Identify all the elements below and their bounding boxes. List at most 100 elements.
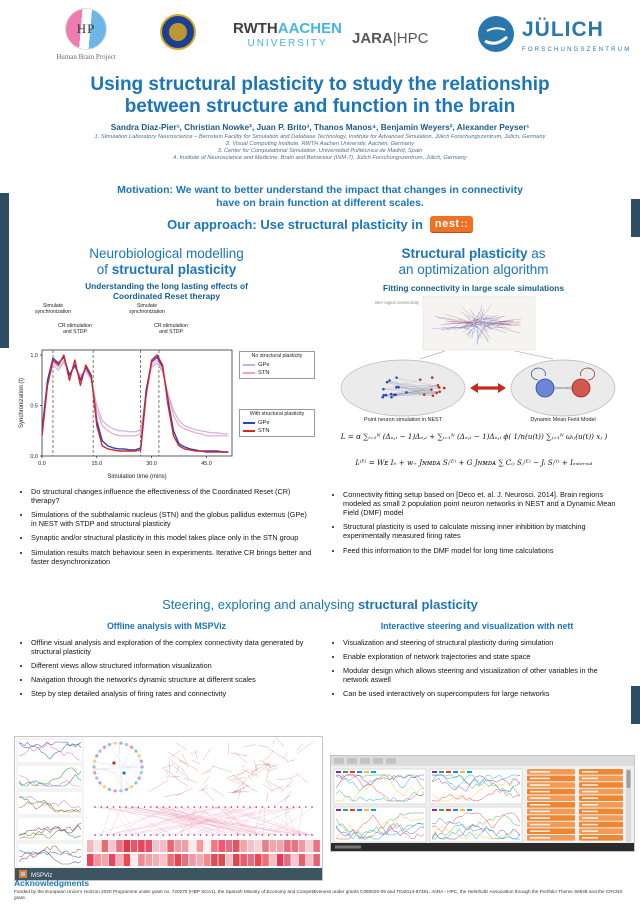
rwth-wordmark: RWTH — [233, 20, 278, 37]
svg-text:0.0: 0.0 — [38, 461, 46, 467]
nett-heading: Interactive steering and visualization w… — [380, 621, 574, 631]
right-accent-bar-bottom — [631, 686, 640, 724]
svg-text:30.0: 30.0 — [146, 461, 157, 467]
legend-row-stn: STN — [243, 370, 311, 376]
svg-text:Synchronization (t): Synchronization (t) — [19, 378, 25, 428]
poster-title-line1: Using structural plasticity to study the… — [90, 74, 550, 95]
legend-title: No structural plasticity — [251, 353, 303, 359]
nest-wordmark: nest — [434, 218, 460, 230]
mspviz-heading: Offline analysis with MSPViz — [106, 621, 227, 631]
left-column-heading: Neurobiological modelling of structural … — [15, 246, 318, 278]
chart-annotation-simulate-2: Simulate synchronization — [128, 303, 166, 315]
left-accent-bar — [0, 193, 9, 348]
mspviz-screenshot: MSPViz — [14, 735, 323, 881]
point-neuron-label: Point neuron simulation in NEST — [364, 417, 442, 423]
bullet-item: Structural plasticity is used to calcula… — [343, 522, 622, 540]
dti-caption: Inter region connectivity — [374, 300, 419, 305]
legend-line-gpe — [243, 363, 255, 366]
affiliation-2: 2. Visual Computing Institute, RWTH Aach… — [226, 141, 414, 147]
juelich-logo: JÜLICH FORSCHUNGSZENTRUM — [478, 14, 634, 64]
synchronization-plot: 0.0 0.5 1.0 0.0 15.0 30.0 45.0 Simulation time … — [19, 349, 233, 480]
affiliation-4: 4. Institute of Neuroscience and Medicin… — [173, 155, 467, 161]
bullet-item: Do structural changes influence the effe… — [31, 487, 312, 505]
mspviz-screenshot-graphic: MSPViz — [15, 735, 322, 880]
chart-legend-with-plasticity: With structural plasticity GPe STN — [239, 409, 315, 437]
legend-row-stn: STN — [243, 428, 311, 434]
nett-screenshot-graphic — [331, 756, 634, 851]
dmf-label: Dynamic Mean Field Model — [530, 417, 596, 423]
chart-annotation-cr-2: CR stimulation and STDP — [154, 323, 188, 335]
juelich-wordmark: JÜLICH — [522, 18, 604, 41]
fitting-figure: Inter region connectivity Point neuron s… — [325, 296, 635, 430]
hbp-logo: HP Human Brain Project — [38, 8, 134, 61]
right-heading-line1-bold: Structural plasticity — [401, 246, 528, 261]
left-heading-line2-normal: of — [96, 262, 112, 277]
section2-heading-normal: Steering, exploring and analysing — [162, 597, 358, 612]
legend-label-gpe: GPe — [258, 361, 270, 368]
acknowledgments-text: Funded by the European Union's Horizon 2… — [14, 889, 623, 900]
right-column-bullets: Connectivity fitting setup based on [Dec… — [332, 490, 622, 560]
upm-seal-inner — [169, 23, 187, 41]
bullet-item: Simulations of the subthalamic nucleus (… — [31, 510, 312, 528]
nest-colons: :: — [460, 218, 468, 230]
right-column-subheading: Fitting connectivity in large scale simu… — [382, 283, 565, 293]
bullet-item: Connectivity fitting setup based on [Dec… — [343, 490, 622, 517]
synchronization-chart: Simulate synchronization CR stimulation … — [15, 303, 318, 483]
chart-annotation-simulate-1: Simulate synchronization — [34, 303, 72, 315]
jara-hpc-logo: JARA|HPC — [352, 30, 428, 47]
equation-dmf-current: Iᵢ⁽ᴱ⁾ = Wᴇ I₀ + w₊ Jɴᴍᴅᴀ Sᵢ⁽ᴱ⁾ + G Jɴᴍᴅᴀ… — [355, 458, 593, 467]
legend-label-stn: STN — [258, 427, 270, 434]
section2-heading-bold: structural plasticity — [357, 597, 478, 612]
section2-heading: Steering, exploring and analysing struct… — [0, 597, 640, 612]
bullet-item: Offline visual analysis and exploration … — [31, 638, 312, 656]
right-accent-bar-top — [631, 199, 640, 237]
legend-title: With structural plasticity — [249, 411, 305, 417]
juelich-subtitle: FORSCHUNGSZENTRUM — [522, 47, 632, 53]
legend-label-gpe: GPe — [258, 419, 270, 426]
svg-text:Simulation time (mins): Simulation time (mins) — [107, 474, 166, 480]
legend-row-gpe: GPe — [243, 362, 311, 368]
svg-text:15.0: 15.0 — [91, 461, 102, 467]
svg-text:0.0: 0.0 — [30, 454, 38, 460]
right-column-heading: Structural plasticity as an optimization… — [322, 246, 625, 278]
equation-structural-plasticity: L = α ∑ᵢ₌₁ᴺ (Δₑ,ᵢ − 1)Δₑ,ᵢ + ∑ᵢ₌₁ᴺ (Δₑ,ᵢ… — [340, 432, 608, 441]
jara-separator: | — [392, 30, 397, 47]
approach-statement: Our approach: Use structural plasticity … — [0, 216, 640, 232]
rwth-logo-line1: RWTHAACHEN — [225, 20, 350, 37]
right-heading-line1: Structural plasticity as — [322, 246, 625, 262]
legend-label-stn: STN — [258, 369, 270, 376]
left-column-bullets: Do structural changes influence the effe… — [20, 487, 312, 571]
nett-bullets: Visualization and steering of structural… — [332, 638, 622, 704]
bullet-item: Modular design which allows steering and… — [343, 666, 622, 684]
acknowledgments-heading: Acknowledgments — [14, 878, 90, 888]
legend-line-stn — [243, 429, 255, 432]
motivation-line2: have on brain function at different scal… — [216, 197, 424, 209]
bullet-item: Step by step detailed analysis of firing… — [31, 689, 312, 698]
right-heading-line2: an optimization algorithm — [398, 262, 549, 277]
rwth-logo-line2: UNIVERSITY — [247, 38, 328, 49]
bullet-item: Simulation results match behaviour seen … — [31, 548, 312, 566]
svg-text:MSPViz: MSPViz — [31, 873, 52, 879]
affiliation-1: 1. Simulation Laboratory Neuroscience – … — [94, 134, 546, 140]
approach-text: Our approach: Use structural plasticity … — [167, 216, 423, 232]
poster-title: Using structural plasticity to study the… — [20, 74, 620, 118]
rwth-logo: RWTHAACHEN UNIVERSITY — [225, 20, 350, 49]
nest-logo: nest :: — [429, 216, 473, 232]
chart-legend-no-plasticity: No structural plasticity GPe STN — [239, 351, 315, 379]
legend-line-gpe — [243, 421, 255, 424]
svg-text:1.0: 1.0 — [30, 353, 38, 359]
hbp-logo-initials: HP — [76, 21, 96, 36]
affiliations: 1. Simulation Laboratory Neuroscience – … — [20, 134, 620, 162]
bullet-item: Enable exploration of network trajectori… — [343, 652, 622, 661]
nett-screenshot — [330, 755, 635, 852]
bullet-item: Navigation through the network's dynamic… — [31, 675, 312, 684]
hbp-logo-caption: Human Brain Project — [56, 53, 116, 61]
svg-text:0.5: 0.5 — [30, 404, 38, 410]
motivation-statement: Motivation: We want to better understand… — [45, 184, 595, 210]
left-heading-line1: Neurobiological modelling — [89, 246, 244, 261]
poster-title-line2: between structure and function in the br… — [124, 96, 516, 117]
right-heading-line1-normal: as — [527, 246, 546, 261]
rwth-aachen-wordmark: AACHEN — [277, 20, 342, 37]
legend-row-gpe: GPe — [243, 420, 311, 426]
bullet-item: Visualization and steering of structural… — [343, 638, 622, 647]
